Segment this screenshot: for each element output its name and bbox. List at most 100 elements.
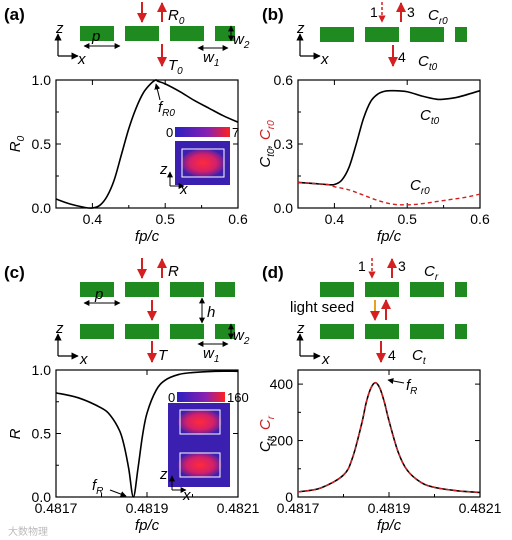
r-label: R (168, 263, 179, 280)
chart-a: 0.4 0.5 0.6 0.0 0.5 1.0 fp/c (32, 72, 248, 245)
port1-label: 1 (358, 258, 366, 274)
series-line-c (55, 370, 239, 498)
panel-d-schematic: (d) 1 3 4 Cr Ct light seed z x (262, 258, 467, 368)
inset-cmin: 0 (168, 390, 175, 405)
grating-block (365, 324, 399, 339)
inset-outline (179, 409, 221, 435)
inset-c: 0 160 z x (159, 390, 249, 504)
panel-a-label: (a) (4, 5, 25, 24)
x-tick-label: 0.4817 (277, 500, 320, 516)
port3-label: 3 (398, 258, 406, 274)
y-tick-label: 400 (270, 376, 294, 392)
x-axis-title: fp/c (135, 228, 160, 245)
inset-cmin: 0 (166, 125, 173, 140)
p-label: p (94, 286, 103, 303)
grating-block (455, 27, 467, 42)
curve-label-ct0: Ct0 (420, 107, 440, 127)
inset-a: 0 7 z x (159, 125, 239, 198)
curve-label-cr0: Cr0 (410, 177, 430, 197)
inset-hotspot (178, 452, 222, 478)
r0-label: R0 (168, 7, 185, 27)
cr0-label: Cr0 (428, 7, 448, 27)
inset-z: z (159, 466, 168, 483)
chart-c: 0.4817 0.4819 0.4821 0.0 0.5 1.0 fp/c (32, 362, 260, 534)
grating-block (80, 26, 114, 41)
series-line-Ct0 (297, 89, 481, 186)
inset-cmax: 7 (232, 125, 239, 140)
grating-block (170, 324, 204, 339)
grating-block (170, 282, 204, 297)
grating-block (170, 26, 204, 41)
grating-block (125, 26, 159, 41)
x-label: x (321, 351, 330, 368)
inset-hotspot (181, 149, 225, 177)
annotation-arrow-a (154, 83, 161, 101)
port1-label: 1 (370, 4, 378, 20)
w2-label: w2 (233, 327, 250, 347)
y-tick-label: 1.0 (32, 362, 52, 378)
x-axis-title: fp/c (135, 517, 160, 534)
grating-block (125, 282, 159, 297)
x-label: x (77, 51, 86, 68)
annotation-arrow-c (109, 489, 127, 497)
annotation-arrow-d (387, 378, 405, 384)
grating-block (215, 26, 235, 41)
inset-z: z (159, 161, 168, 178)
grating-block (410, 324, 444, 339)
z-label: z (55, 320, 64, 337)
t0-label: T0 (168, 57, 183, 77)
port4-label: 4 (388, 347, 396, 363)
p-label: p (91, 28, 100, 45)
inset-colorbar (177, 392, 225, 402)
inset-outline (181, 148, 225, 178)
x-tick-label: 0.5 (155, 211, 175, 227)
y-tick-label: 0.0 (274, 200, 294, 216)
x-tick-label: 0.4 (325, 211, 345, 227)
w1-label: w1 (203, 345, 219, 365)
panel-b-label: (b) (262, 5, 284, 24)
grating-block (365, 27, 399, 42)
ct0-label: Ct0 (418, 53, 438, 73)
annotation-fr-d: fR (406, 377, 417, 397)
grating-block (455, 324, 467, 339)
port4-label: 4 (398, 49, 406, 65)
w1-label: w1 (203, 49, 219, 69)
grating-block (410, 282, 444, 297)
annotation-fr0: fR0 (158, 99, 175, 119)
grating-block (215, 282, 235, 297)
grating-block (320, 27, 354, 42)
grating-block (80, 324, 114, 339)
series-line-a (55, 79, 239, 209)
light-seed-label: light seed (290, 299, 354, 316)
x-tick-label: 0.4817 (35, 500, 78, 516)
x-tick-label: 0.4821 (217, 500, 260, 516)
y-tick-label: 0.5 (32, 136, 52, 152)
port3-label: 3 (407, 4, 415, 20)
y-axis-title-d: Ct, Cr (257, 415, 277, 452)
series-line-Ct (297, 381, 481, 494)
watermark: 大数物理 (8, 525, 48, 538)
y-tick-label: 0.6 (274, 72, 294, 88)
y-tick-label: 0.3 (274, 136, 294, 152)
y-axis-title-c: R (7, 428, 24, 439)
inset-outline (179, 452, 221, 478)
w2-label: w2 (233, 31, 250, 51)
plot-frame (297, 79, 481, 209)
grating-block (455, 282, 467, 297)
y-tick-label: 0.0 (32, 200, 52, 216)
x-tick-label: 0.5 (397, 211, 417, 227)
t-label: T (158, 347, 169, 364)
panel-a-schematic: (a) R0 T0 p w2 w1 z x (4, 2, 250, 77)
inset-cmax: 160 (227, 390, 249, 405)
x-axis-title: fp/c (377, 228, 402, 245)
inset-x: x (179, 181, 188, 198)
grating-block (365, 282, 399, 297)
cr-label: Cr (424, 263, 439, 283)
x-tick-label: 0.4819 (126, 500, 169, 516)
x-tick-label: 0.4821 (459, 500, 502, 516)
x-tick-label: 0.6 (228, 211, 248, 227)
grating-block (320, 324, 354, 339)
chart-b: 0.4 0.5 0.6 0.0 0.3 0.6 fp/c (274, 72, 490, 245)
annotation-fr-c: fR (92, 477, 103, 497)
